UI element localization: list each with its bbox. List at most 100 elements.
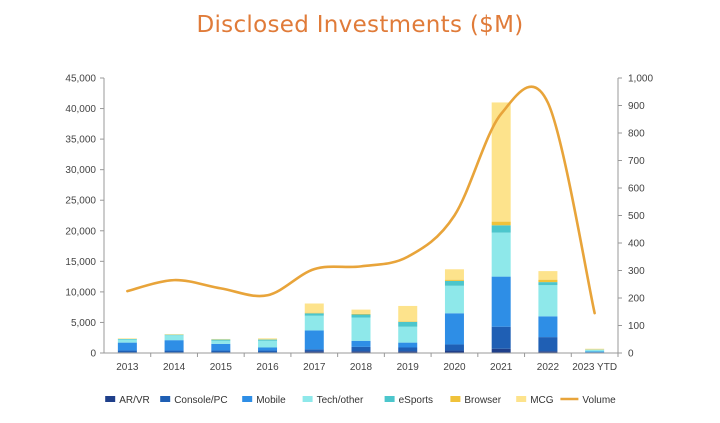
legend-swatch-ar-vr <box>105 396 116 402</box>
bar-esports-2015 <box>211 339 231 341</box>
bar-esports-2020 <box>444 280 464 286</box>
x-tick-label: 2021 <box>490 362 513 373</box>
y-tick-label: 45,000 <box>65 74 96 85</box>
x-tick-label: 2016 <box>256 362 279 373</box>
axis-layer: 0 5,000 10,000 15,000 20,000 25,000 30,000 35,0… <box>65 74 653 374</box>
legend-swatch-mcg <box>516 396 527 402</box>
bar-tech-other-2016 <box>258 340 278 348</box>
bar-console-pc-2019 <box>398 347 418 352</box>
y-tick-label: 20,000 <box>65 226 96 237</box>
bar-ar-vr-2018 <box>351 351 371 353</box>
bar-mobile-2014 <box>164 340 184 351</box>
bar-esports-2017 <box>304 313 324 316</box>
bar-browser-2019 <box>398 321 418 322</box>
bar-tech-other-2020 <box>444 285 464 314</box>
y2-tick-label: 900 <box>628 101 645 112</box>
bar-mcg-2022 <box>538 271 558 280</box>
bar-esports-2014 <box>164 334 184 336</box>
legend-label-mcg: MCG <box>530 395 554 406</box>
x-tick-label: 2014 <box>163 362 186 373</box>
y2-tick-label: 0 <box>628 349 634 360</box>
bar-tech-other-2022 <box>538 285 558 317</box>
legend: AR/VR Console/PC Mobile Tech/other eSports Br… <box>105 395 616 406</box>
bar-browser-2017 <box>304 312 324 314</box>
bar-console-pc-2020 <box>444 344 464 351</box>
x-tick-label: 2017 <box>303 362 326 373</box>
legend-label-tech-other: Tech/other <box>317 395 364 406</box>
bar-tech-other-2021 <box>491 232 511 277</box>
y-tick-label: 25,000 <box>65 196 96 207</box>
bars-layer <box>117 102 605 353</box>
bar-mobile-2022 <box>538 316 558 338</box>
y-tick-label: 40,000 <box>65 104 96 115</box>
bar-console-pc-2018 <box>351 346 371 352</box>
bar-mobile-2020 <box>444 313 464 345</box>
y-tick-label: 15,000 <box>65 257 96 268</box>
bar-tech-other-2013 <box>117 339 137 343</box>
y2-tick-label: 1,000 <box>628 74 653 85</box>
bar-mcg-2023-ytd <box>585 348 605 350</box>
bar-mcg-2019 <box>398 305 418 322</box>
bar-console-pc-2016 <box>258 350 278 353</box>
legend-label-esports: eSports <box>399 395 433 406</box>
legend-swatch-console-pc <box>160 396 171 402</box>
chart-title: Disclosed Investments ($M) <box>196 12 524 38</box>
y2-tick-label: 800 <box>628 129 645 140</box>
bar-esports-2022 <box>538 282 558 286</box>
line-layer <box>126 85 596 315</box>
bar-mobile-2023-ytd <box>585 351 605 353</box>
bar-mobile-2021 <box>491 276 511 327</box>
y2-tick-label: 400 <box>628 239 645 250</box>
volume-line <box>126 85 596 315</box>
bar-mobile-2019 <box>398 342 418 348</box>
bar-mcg-2015 <box>211 338 231 340</box>
bar-ar-vr-2019 <box>398 351 418 353</box>
bar-console-pc-2014 <box>164 350 184 353</box>
bar-tech-other-2018 <box>351 317 371 341</box>
y2-tick-label: 700 <box>628 156 645 167</box>
bar-console-pc-2021 <box>491 326 511 349</box>
legend-swatch-browser <box>450 396 461 402</box>
bar-browser-2020 <box>444 279 464 281</box>
legend-swatch-tech-other <box>302 396 313 402</box>
bar-tech-other-2015 <box>211 340 231 344</box>
bar-ar-vr-2017 <box>304 351 324 353</box>
bar-console-pc-2013 <box>117 350 137 353</box>
bar-mcg-2021 <box>491 102 511 222</box>
bar-mobile-2017 <box>304 330 324 350</box>
y-tick-label: 5,000 <box>71 318 96 329</box>
x-tick-label: 2023 YTD <box>572 362 617 373</box>
y-tick-label: 10,000 <box>65 287 96 298</box>
x-tick-label: 2020 <box>443 362 466 373</box>
y-tick-label: 30,000 <box>65 165 96 176</box>
bar-ar-vr-2020 <box>444 350 464 353</box>
y2-tick-label: 600 <box>628 184 645 195</box>
bar-mcg-2013 <box>117 338 137 339</box>
bar-mcg-2017 <box>304 303 324 313</box>
bar-mcg-2014 <box>164 334 184 335</box>
bar-ar-vr-2021 <box>491 348 511 353</box>
y-tick-label: 35,000 <box>65 135 96 146</box>
bar-browser-2018 <box>351 313 371 315</box>
bar-browser-2022 <box>538 279 558 283</box>
legend-label-console-pc: Console/PC <box>174 395 227 406</box>
x-tick-label: 2018 <box>350 362 373 373</box>
x-tick-label: 2013 <box>116 362 139 373</box>
y2-tick-label: 200 <box>628 294 645 305</box>
bar-esports-2021 <box>491 225 511 233</box>
legend-label-volume: Volume <box>582 395 616 406</box>
y2-tick-label: 300 <box>628 266 645 277</box>
bar-console-pc-2017 <box>304 349 324 352</box>
legend-swatch-esports <box>384 396 395 402</box>
legend-label-mobile: Mobile <box>256 395 286 406</box>
bar-console-pc-2022 <box>538 337 558 352</box>
bar-tech-other-2017 <box>304 315 324 331</box>
bar-esports-2019 <box>398 321 418 327</box>
bar-mobile-2013 <box>117 342 137 351</box>
bar-mobile-2015 <box>211 343 231 351</box>
bar-mobile-2018 <box>351 340 371 347</box>
bar-mcg-2016 <box>258 338 278 340</box>
bar-esports-2016 <box>258 339 278 341</box>
